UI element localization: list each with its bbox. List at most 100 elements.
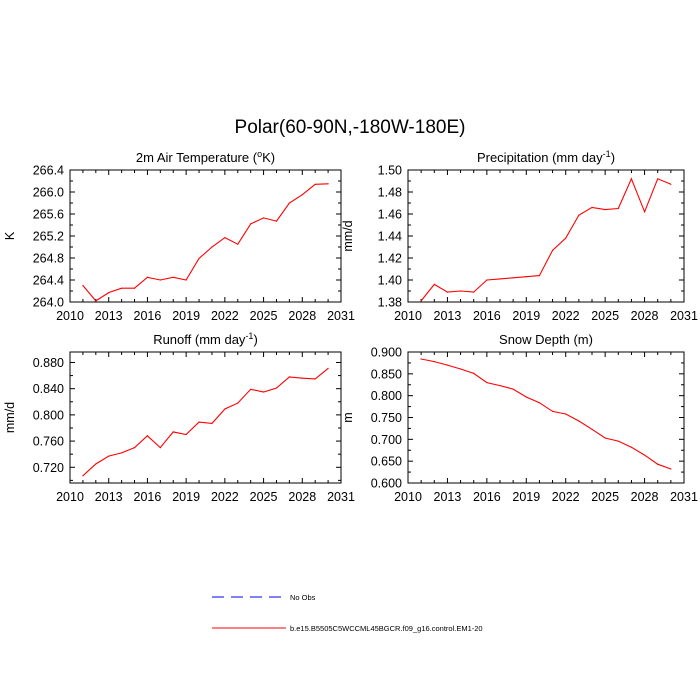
- x-tick-label: 2025: [250, 490, 278, 504]
- data-point: [288, 376, 290, 378]
- data-point: [159, 447, 161, 449]
- legend-item: No Obs: [212, 593, 316, 602]
- data-point: [82, 284, 84, 287]
- data-point: [565, 413, 567, 415]
- x-tick-label: 2016: [473, 309, 501, 323]
- data-point: [250, 223, 252, 225]
- data-point: [499, 278, 501, 280]
- data-point: [604, 209, 606, 211]
- x-tick-label: 2013: [95, 490, 123, 504]
- y-tick-label: 0.760: [33, 435, 64, 449]
- data-point: [630, 178, 633, 180]
- data-point: [211, 422, 213, 424]
- plot-frame: [69, 351, 342, 484]
- y-tick-label: 0.650: [371, 455, 402, 469]
- x-tick-label: 2019: [172, 309, 200, 323]
- data-point: [617, 440, 619, 442]
- data-point: [133, 287, 136, 289]
- data-point: [198, 257, 200, 260]
- panel-title: Snow Depth (m): [499, 332, 593, 347]
- plot-frame: [69, 169, 342, 303]
- y-tick-label: 0.850: [371, 367, 402, 381]
- panel-title: Precipitation (mm day-1): [477, 149, 615, 165]
- data-point: [262, 217, 265, 219]
- x-tick-label: 2010: [394, 490, 422, 504]
- data-point: [237, 243, 239, 245]
- series-line: [420, 358, 672, 470]
- data-point: [262, 391, 265, 393]
- data-point: [314, 183, 316, 185]
- x-tick-label: 2025: [591, 309, 619, 323]
- data-point: [108, 292, 110, 294]
- data-point: [578, 420, 580, 422]
- panel-snow-depth: Snow Depth (m) m 2010 2013 2016 2019 2022 2025 2…: [341, 332, 698, 504]
- data-point: [446, 364, 449, 366]
- data-point: [250, 388, 252, 390]
- panel-title: 2m Air Temperature (oK): [136, 149, 275, 165]
- data-point: [446, 291, 449, 293]
- y-tick-label: 0.600: [371, 477, 402, 491]
- data-point: [657, 463, 659, 465]
- y-tick-label: 266.4: [33, 164, 64, 178]
- data-point: [459, 290, 462, 292]
- x-tick-label: 2016: [473, 490, 501, 504]
- y-axis-label: mm/d: [3, 402, 17, 433]
- x-tick-label: 2031: [327, 490, 355, 504]
- data-point: [237, 402, 239, 404]
- plot-frame: [407, 169, 685, 303]
- x-tick-label: 2028: [631, 490, 659, 504]
- x-tick-label: 2031: [670, 490, 698, 504]
- y-tick-label: 0.880: [33, 356, 64, 370]
- data-point: [473, 372, 475, 374]
- x-tick-label: 2019: [512, 490, 540, 504]
- legend-label: b.e15.B5505C5WCCML45BGCR.f09_g16.control…: [290, 624, 483, 633]
- data-point: [275, 387, 278, 389]
- y-axis-label: K: [3, 231, 17, 240]
- y-tick-label: 264.4: [33, 274, 64, 288]
- series-line: [82, 367, 329, 477]
- y-axis-label: m: [341, 412, 355, 422]
- x-tick-label: 2028: [631, 309, 659, 323]
- data-point: [288, 202, 290, 204]
- data-point: [512, 388, 514, 390]
- x-tick-label: 2022: [211, 309, 239, 323]
- x-tick-label: 2031: [327, 309, 355, 323]
- data-point: [420, 358, 422, 360]
- data-point: [121, 452, 123, 454]
- data-point: [275, 220, 278, 222]
- data-point: [95, 463, 97, 465]
- data-point: [133, 447, 136, 449]
- data-point: [108, 455, 110, 457]
- data-point: [551, 249, 554, 251]
- data-point: [185, 433, 187, 436]
- data-point: [538, 275, 541, 277]
- y-tick-label: 0.720: [33, 461, 64, 475]
- y-tick-label: 264.8: [33, 252, 64, 266]
- data-point: [314, 378, 316, 380]
- data-point: [486, 381, 488, 384]
- x-tick-label: 2010: [56, 309, 84, 323]
- data-point: [121, 287, 123, 289]
- data-point: [172, 431, 174, 433]
- data-point: [433, 283, 435, 285]
- data-point: [459, 368, 462, 370]
- panel-title: Runoff (mm day-1): [153, 331, 258, 347]
- y-tick-label: 0.700: [371, 433, 402, 447]
- data-point: [525, 396, 527, 398]
- x-tick-label: 2022: [211, 490, 239, 504]
- data-point: [211, 246, 213, 248]
- x-tick-label: 2013: [434, 309, 462, 323]
- x-tick-label: 2016: [134, 309, 162, 323]
- y-tick-label: 1.50: [378, 164, 402, 178]
- y-tick-label: 266.0: [33, 186, 64, 200]
- y-tick-label: 1.48: [378, 186, 402, 200]
- data-point: [301, 194, 303, 196]
- data-point: [172, 276, 174, 278]
- y-tick-label: 265.2: [33, 230, 64, 244]
- data-point: [670, 183, 672, 185]
- x-tick-label: 2013: [95, 309, 123, 323]
- data-point: [146, 435, 149, 437]
- x-tick-label: 2013: [434, 490, 462, 504]
- data-point: [224, 237, 226, 239]
